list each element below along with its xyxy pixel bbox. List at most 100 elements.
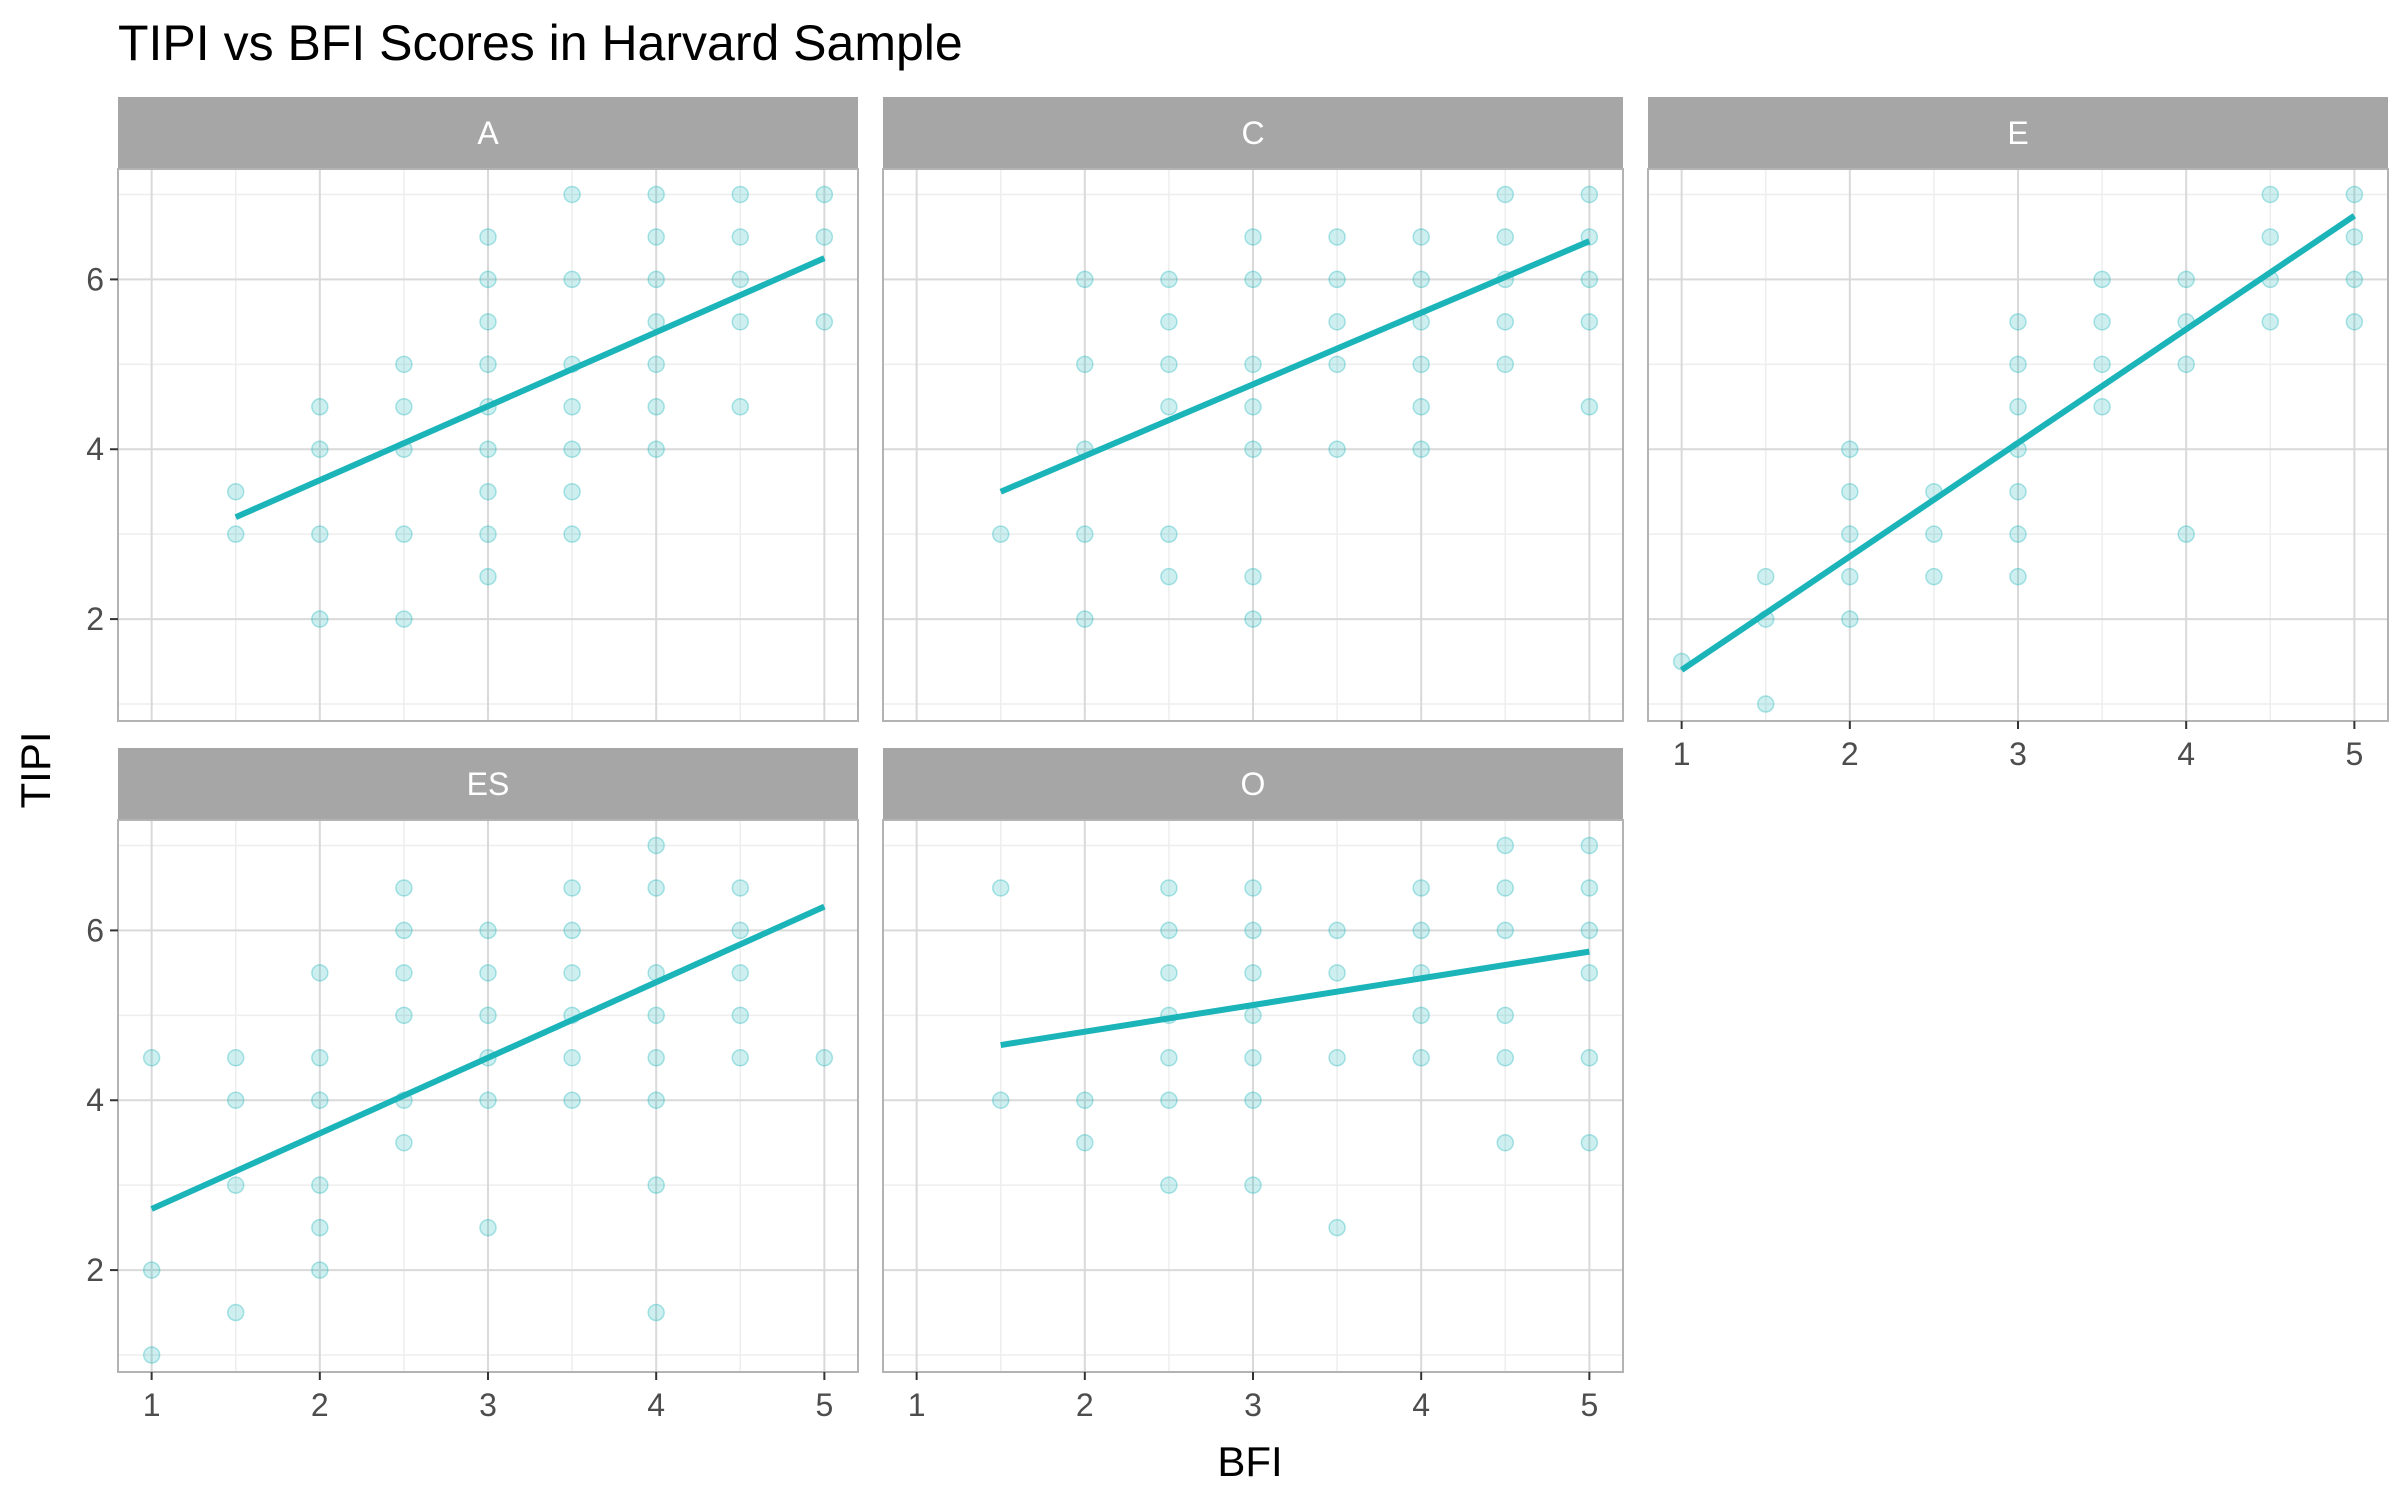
data-point (647, 228, 665, 246)
x-axis-title: BFI (1217, 1438, 1282, 1485)
data-point (1841, 482, 1859, 501)
data-point (226, 482, 245, 501)
data-point (479, 355, 497, 374)
facet-panels: A 2 4 6 C E 1 2 3 4 5 ES 2 4 6 1 2 3 4 5 O 1 2 3 4 5 (86, 97, 2389, 1423)
data-point (311, 525, 329, 543)
data-point (991, 525, 1010, 543)
data-point (2009, 398, 2027, 416)
data-point (1160, 964, 1178, 982)
data-point (1580, 1049, 1599, 1067)
data-point (1580, 836, 1599, 855)
facet-panel-c: C (882, 97, 1624, 722)
data-point (395, 921, 413, 940)
data-point (479, 1006, 497, 1025)
data-point (1580, 879, 1599, 897)
data-point (1412, 355, 1430, 374)
x-tick-label: 1 (1673, 736, 1691, 772)
data-point (311, 1261, 329, 1279)
data-point (1160, 879, 1178, 897)
data-point (1328, 964, 1346, 982)
x-tick-label: 3 (1244, 1387, 1262, 1423)
data-point (1076, 355, 1094, 374)
data-point (226, 1091, 245, 1109)
x-tick-label: 4 (1412, 1387, 1430, 1423)
data-point (2009, 355, 2027, 374)
data-point (311, 964, 329, 982)
data-point (311, 1176, 329, 1194)
panel-border (117, 168, 859, 722)
data-point (311, 1218, 329, 1237)
data-point (1076, 610, 1094, 628)
data-point (563, 879, 581, 897)
data-point (815, 228, 834, 246)
data-point (395, 355, 413, 374)
data-point (1160, 355, 1178, 374)
data-point (647, 1303, 665, 1322)
data-point (2345, 185, 2364, 204)
y-tick-label: 4 (86, 1082, 104, 1118)
data-point (1412, 879, 1430, 897)
facet-strip-label: C (1241, 115, 1264, 151)
data-point (1328, 921, 1346, 940)
data-point (479, 440, 497, 458)
data-point (1244, 567, 1262, 586)
data-point (1244, 964, 1262, 982)
data-point (731, 398, 750, 416)
data-point (311, 398, 329, 416)
data-point (731, 921, 750, 940)
x-tick-label: 2 (1076, 1387, 1094, 1423)
data-point (1412, 921, 1430, 940)
data-point (1244, 610, 1262, 628)
data-point (563, 185, 581, 204)
data-point (1580, 185, 1599, 204)
data-point (1160, 1176, 1178, 1194)
data-point (647, 398, 665, 416)
data-point (1244, 879, 1262, 897)
data-point (991, 879, 1010, 897)
data-point (1328, 1049, 1346, 1067)
data-point (1076, 525, 1094, 543)
data-point (479, 1091, 497, 1109)
data-point (1244, 1049, 1262, 1067)
x-tick-label: 2 (311, 1387, 329, 1423)
facet-panel-a: A 2 4 6 (86, 97, 859, 722)
data-point (563, 1049, 581, 1067)
data-point (1076, 270, 1094, 289)
facet-strip (883, 748, 1623, 820)
data-point (2009, 482, 2027, 501)
data-point (1160, 398, 1178, 416)
data-point (395, 525, 413, 543)
data-point (1328, 355, 1346, 374)
data-point (1580, 270, 1599, 289)
data-point (311, 610, 329, 628)
data-point (142, 1049, 161, 1067)
data-point (1160, 567, 1178, 586)
data-point (1841, 610, 1859, 628)
data-point (563, 440, 581, 458)
data-point (1580, 1133, 1599, 1152)
data-point (1496, 313, 1515, 331)
data-point (647, 185, 665, 204)
facet-strip-label: E (2007, 115, 2028, 151)
data-point (563, 964, 581, 982)
data-point (142, 1261, 161, 1279)
x-tick-label: 3 (479, 1387, 497, 1423)
x-tick-label: 1 (143, 1387, 161, 1423)
data-point (311, 1049, 329, 1067)
facet-strip (883, 97, 1623, 169)
x-tick-label: 2 (1841, 736, 1859, 772)
y-tick-label: 6 (86, 261, 104, 297)
data-point (395, 610, 413, 628)
data-point (2177, 525, 2195, 543)
data-point (731, 1049, 750, 1067)
data-point (1244, 1006, 1262, 1025)
data-point (731, 879, 750, 897)
data-point (1412, 440, 1430, 458)
data-point (2093, 398, 2111, 416)
data-point (563, 525, 581, 543)
facet-strip (1648, 97, 2388, 169)
data-point (1160, 1091, 1178, 1109)
data-point (2177, 355, 2195, 374)
data-point (1244, 921, 1262, 940)
